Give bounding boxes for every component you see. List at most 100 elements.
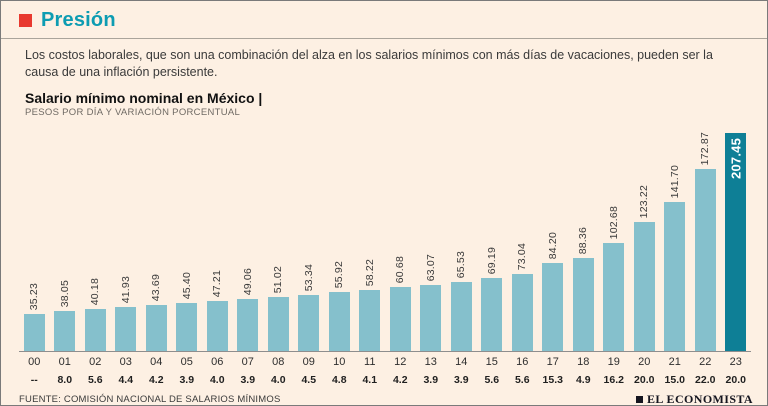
bar-column: 88.36 18 4.9	[568, 120, 599, 387]
bar-value-label: 84.20	[546, 232, 559, 260]
bar-column: 73.04 16 5.6	[507, 120, 538, 387]
x-axis-tick-label: 08	[272, 355, 285, 368]
description-text: Los costos laborales, que son una combin…	[25, 48, 713, 79]
bar-chart: 35.23 00 -- 38.05 01 8.0 40.18 02 5.6 41.93 03 4.4 4…	[19, 120, 751, 387]
bar-stack: 53.34	[293, 120, 324, 352]
bar-stack: 102.68	[598, 120, 629, 352]
bar-stack: 60.68	[385, 120, 416, 352]
bar	[633, 221, 655, 351]
bar-value-label: 58.22	[363, 259, 376, 287]
bar-value-label: 38.05	[58, 280, 71, 308]
bar-column: 41.93 03 4.4	[110, 120, 141, 387]
bar-stack: 43.69	[141, 120, 172, 352]
bar-stack: 63.07	[415, 120, 446, 352]
bar-stack: 172.87	[690, 120, 721, 352]
bar	[23, 313, 45, 351]
bar-column: 60.68 12 4.2	[385, 120, 416, 387]
bar-stack: 55.92	[324, 120, 355, 352]
x-axis-tick-label: 18	[577, 355, 590, 368]
pct-change-label: 20.0	[634, 373, 655, 386]
x-axis-tick-label: 12	[394, 355, 407, 368]
x-axis-tick-label: 11	[364, 355, 376, 368]
bar-stack: 45.40	[171, 120, 202, 352]
bar-value-label: 40.18	[89, 278, 102, 306]
brand-square-icon	[636, 395, 643, 403]
x-axis-tick-label: 16	[516, 355, 529, 368]
bar-column: 102.68 19 16.2	[598, 120, 629, 387]
bar-column: 63.07 13 3.9	[415, 120, 446, 387]
bar-value-label: 207.45	[728, 137, 744, 179]
pct-change-label: 15.0	[664, 373, 685, 386]
x-axis-tick-label: 07	[241, 355, 254, 368]
red-bullet-icon	[19, 14, 32, 27]
bar-column: 40.18 02 5.6	[80, 120, 111, 387]
bar-stack: 141.70	[659, 120, 690, 352]
x-axis-tick-label: 22	[699, 355, 712, 368]
bar	[176, 302, 198, 351]
pct-change-label: 4.0	[270, 373, 286, 386]
chart-title: Salario mínimo nominal en México |	[25, 89, 263, 106]
bar-column: 141.70 21 15.0	[659, 120, 690, 387]
bar-column: 51.02 08 4.0	[263, 120, 294, 387]
bar	[115, 306, 137, 351]
x-axis-tick-label: 19	[607, 355, 620, 368]
bar-value-label: 55.92	[333, 261, 346, 289]
bar-column: 172.87 22 22.0	[690, 120, 721, 387]
bar-value-label: 88.36	[577, 227, 590, 255]
bar-stack: 207.45	[720, 120, 751, 352]
bar-value-label: 51.02	[272, 266, 285, 294]
pct-change-label: 4.0	[209, 373, 225, 386]
bar-stack: 88.36	[568, 120, 599, 352]
bar-value-label: 41.93	[119, 276, 132, 304]
x-axis-tick-label: 00	[28, 355, 41, 368]
pct-change-label: 5.6	[514, 373, 530, 386]
pct-change-label: 3.9	[423, 373, 439, 386]
x-axis-tick-label: 02	[89, 355, 102, 368]
bar-value-label: 53.34	[302, 264, 315, 292]
pct-change-label: 3.9	[240, 373, 256, 386]
bar	[511, 273, 533, 351]
bar-stack: 38.05	[49, 120, 80, 352]
bar-value-label: 45.40	[180, 272, 193, 300]
pct-change-label: 4.1	[362, 373, 378, 386]
bar-stack: 58.22	[354, 120, 385, 352]
bar	[54, 310, 76, 351]
bar-value-label: 65.53	[455, 251, 468, 279]
bar-stack: 69.19	[476, 120, 507, 352]
pct-change-label: 4.8	[331, 373, 347, 386]
header: Presión	[19, 9, 757, 32]
bar	[664, 201, 686, 351]
pct-change-label: 5.6	[87, 373, 103, 386]
bar	[389, 286, 411, 351]
bar-column: 123.22 20 20.0	[629, 120, 660, 387]
header-divider	[1, 38, 767, 39]
page-title: Presión	[41, 9, 116, 31]
x-axis-tick-label: 04	[150, 355, 163, 368]
pct-change-label: 3.9	[179, 373, 195, 386]
bar-stack: 35.23	[19, 120, 50, 352]
bar	[359, 289, 381, 351]
bar	[450, 281, 472, 351]
bar-value-label: 102.68	[607, 206, 620, 240]
bar-column: 55.92 10 4.8	[324, 120, 355, 387]
pct-change-label: 3.9	[453, 373, 469, 386]
brand-logo: EL ECONOMISTA	[636, 392, 753, 405]
bar-column: 45.40 05 3.9	[171, 120, 202, 387]
pct-change-label: 15.3	[542, 373, 563, 386]
source-note: FUENTE: COMISIÓN NACIONAL DE SALARIOS MÍ…	[19, 393, 281, 405]
bar-value-label: 172.87	[699, 132, 712, 166]
bar-column: 53.34 09 4.5	[293, 120, 324, 387]
pct-change-label: 4.2	[392, 373, 408, 386]
bar-column: 207.45 23 20.0	[720, 120, 751, 387]
bar	[603, 242, 625, 351]
x-axis-tick-label: 17	[546, 355, 559, 368]
pct-change-label: 4.2	[148, 373, 164, 386]
bar	[481, 277, 503, 351]
bar-column: 35.23 00 --	[19, 120, 50, 387]
bar-stack: 47.21	[202, 120, 233, 352]
bar-value-label: 35.23	[28, 283, 41, 311]
x-axis-tick-label: 01	[58, 355, 71, 368]
bar-value-label: 47.21	[211, 270, 224, 298]
bar	[84, 308, 106, 351]
